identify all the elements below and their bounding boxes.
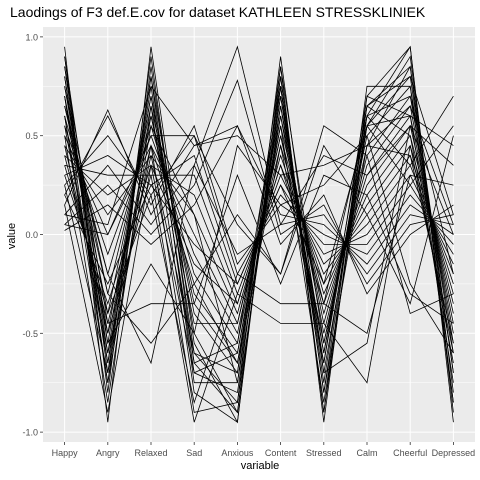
y-tick-label: -1.0: [22, 428, 38, 438]
x-tick-label: Content: [265, 448, 297, 458]
x-tick-label: Stressed: [306, 448, 342, 458]
x-tick-label: Sad: [186, 448, 202, 458]
chart-title: Laodings of F3 def.E.cov for dataset KAT…: [10, 4, 426, 20]
x-tick-label: Depressed: [432, 448, 476, 458]
y-tick-label: 0.0: [25, 230, 38, 240]
series-line: [64, 75, 454, 413]
series-line: [64, 165, 454, 405]
y-tick-label: 1.0: [25, 32, 38, 42]
series-line: [64, 86, 454, 344]
x-tick-label: Angry: [96, 448, 120, 458]
series-line: [64, 95, 454, 413]
series-line: [64, 66, 454, 374]
x-tick-label: Relaxed: [134, 448, 167, 458]
series-line: [64, 56, 454, 354]
series-lines: [64, 45, 454, 424]
x-axis-label: variable: [240, 460, 280, 472]
x-tick-labels: Happy Angry Relaxed Sad Anxious Content Stress…: [52, 442, 476, 458]
x-tick-label: Cheerful: [393, 448, 427, 458]
y-tick-label: 0.5: [25, 131, 38, 141]
x-tick-label: Happy: [52, 448, 79, 458]
series-line: [64, 56, 454, 414]
y-tick-labels: 1.0 0.5 0.0 -0.5 -1.0: [22, 32, 43, 438]
x-tick-label: Calm: [356, 448, 377, 458]
series-line: [64, 85, 454, 226]
x-tick-label: Anxious: [221, 448, 254, 458]
y-tick-label: -0.5: [22, 329, 38, 339]
